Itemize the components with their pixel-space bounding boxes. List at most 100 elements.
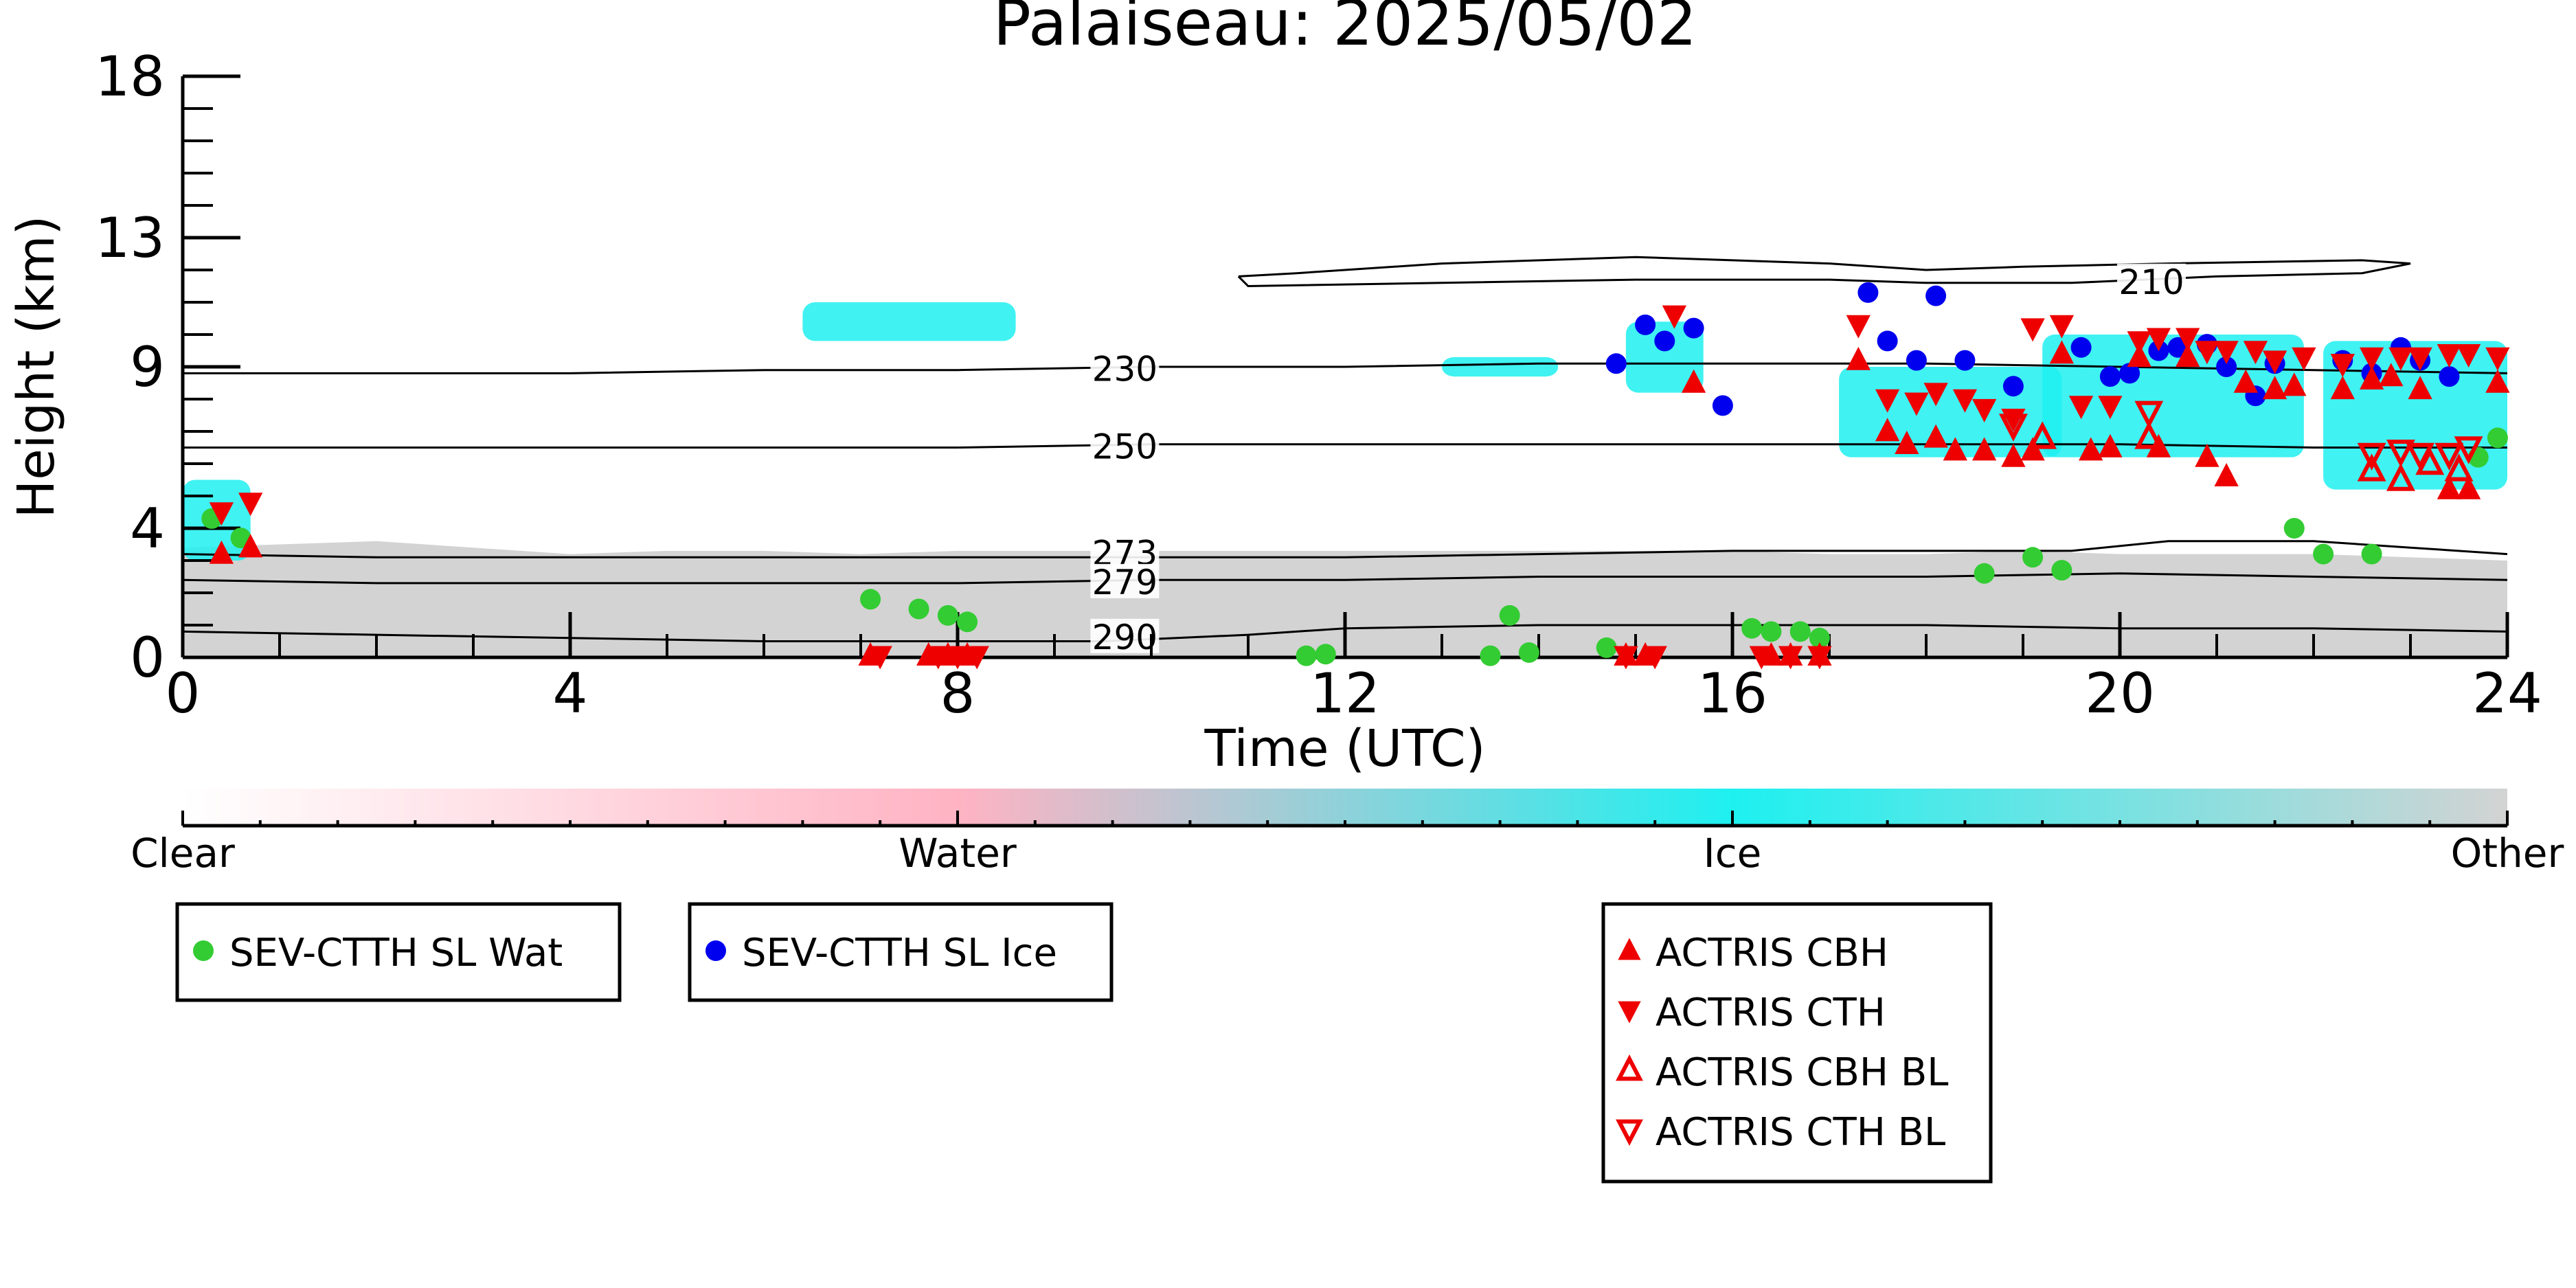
legend-marker <box>1616 1054 1643 1081</box>
contour-label-bg <box>1090 618 1160 653</box>
data-point <box>2386 440 2415 468</box>
data-point <box>1954 350 1976 371</box>
y-tick-label: 4 <box>130 497 165 561</box>
x-axis-label: Time (UTC) <box>1204 719 1485 778</box>
data-point <box>2001 443 2026 467</box>
data-point <box>1809 627 1830 648</box>
data-point <box>1904 392 1929 416</box>
legend-marker <box>1618 938 1641 960</box>
data-point <box>1683 317 1704 339</box>
data-point <box>2437 344 2462 368</box>
data-point <box>2068 396 2094 420</box>
data-point <box>1998 414 2028 442</box>
legend-frame <box>688 902 1114 1002</box>
plot-axes: 0 4 9 13 18 0 4 8 12 16 20 24 <box>95 45 2542 725</box>
contour-label: 290 <box>1092 618 1157 657</box>
data-point <box>2485 369 2510 393</box>
data-point <box>1635 314 1656 335</box>
series-actris-cth-bl <box>1998 400 2483 471</box>
data-point <box>1761 621 1782 642</box>
data-point <box>2388 347 2413 371</box>
legend-marker <box>705 940 726 961</box>
contour-line <box>183 540 2507 558</box>
contour-label: 279 <box>1092 563 1157 602</box>
data-point <box>2079 437 2103 461</box>
data-point <box>1971 437 1997 461</box>
data-point <box>1895 431 1919 454</box>
data-point <box>2454 436 2483 464</box>
chart-title: Palaiseau: 2025/05/02 <box>993 0 1697 60</box>
series-actris-cth <box>209 305 2510 670</box>
data-point <box>2330 354 2355 378</box>
legends: SEV-CTTH SL Wat SEV-CTTH SL Ice ACTRIS CBH… <box>175 902 1993 1184</box>
data-point <box>2283 518 2305 539</box>
data-point <box>1614 646 1638 670</box>
data-point <box>2020 318 2045 342</box>
data-point <box>1749 646 1774 670</box>
data-point <box>2195 443 2219 467</box>
data-point <box>2002 376 2024 397</box>
data-point <box>2098 396 2123 420</box>
data-point <box>2020 437 2045 461</box>
data-point <box>2216 357 2237 377</box>
data-point <box>209 502 234 526</box>
contour-line <box>183 443 2507 449</box>
contour-line <box>1237 256 2411 288</box>
data-point <box>2357 453 2386 482</box>
data-point <box>1741 618 1763 639</box>
data-point <box>2051 560 2072 581</box>
x-tick-label: 24 <box>2472 662 2542 725</box>
data-point <box>2070 337 2092 358</box>
data-point <box>2456 475 2481 499</box>
data-point <box>2282 372 2307 396</box>
legend-label: ACTRIS CBH BL <box>1656 1050 1948 1095</box>
contour-label: 250 <box>1092 427 1157 467</box>
data-point <box>2357 442 2386 471</box>
x-tick-label: 4 <box>553 662 588 725</box>
data-point <box>2099 366 2121 387</box>
data-point <box>1923 424 1948 448</box>
contour-label-bg <box>2117 263 2186 298</box>
contour-line <box>183 362 2507 374</box>
data-point <box>2444 453 2474 482</box>
data-point <box>957 611 978 633</box>
data-point <box>1605 353 1627 374</box>
data-point <box>238 493 263 517</box>
data-point <box>1480 645 1501 666</box>
data-point <box>860 589 881 610</box>
data-point <box>238 534 263 558</box>
data-point <box>964 646 989 670</box>
ice-region <box>2042 335 2304 457</box>
data-point <box>2485 347 2510 371</box>
contour-line <box>183 572 2507 585</box>
data-point <box>2439 366 2460 387</box>
data-point <box>1877 330 1898 352</box>
colorbar-gradient <box>183 789 2507 826</box>
contour-line <box>183 624 2507 642</box>
data-point <box>2022 547 2044 568</box>
data-point <box>1846 315 1871 339</box>
legend-marker <box>1616 1119 1643 1146</box>
data-point <box>2408 347 2432 371</box>
data-point <box>2361 543 2382 565</box>
data-point <box>1662 305 1687 329</box>
contour-label: 230 <box>1092 350 1157 389</box>
data-point <box>1943 437 1967 461</box>
data-point <box>1778 646 1803 670</box>
colorbar: Clear Water Ice Other <box>131 789 2564 877</box>
data-point <box>1906 350 1927 371</box>
data-point <box>2262 376 2287 400</box>
y-tick-label: 13 <box>95 206 165 270</box>
data-point <box>1925 285 1947 306</box>
colorbar-label: Clear <box>131 830 235 877</box>
data-point <box>2379 363 2404 387</box>
x-tick-label: 16 <box>1697 662 1767 725</box>
ice-region <box>1442 357 1559 377</box>
legend-label: SEV-CTTH SL Wat <box>229 931 563 975</box>
legend-box: ACTRIS CBH ACTRIS CTH ACTRIS CBH BL ACTRIS … <box>1601 902 1993 1184</box>
data-point <box>937 605 958 626</box>
x-tick-label: 12 <box>1310 662 1380 725</box>
y-tick-label: 18 <box>95 45 165 109</box>
data-point <box>2146 328 2171 352</box>
